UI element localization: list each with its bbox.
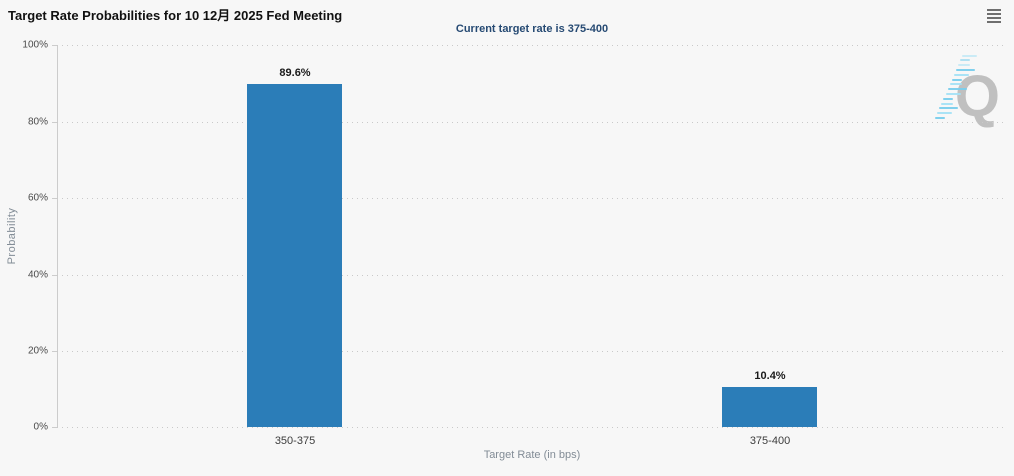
- watermark-dash: [935, 117, 945, 119]
- y-tick-mark: [52, 427, 57, 428]
- watermark-dash: [951, 78, 962, 81]
- bar-value-label: 89.6%: [279, 67, 311, 79]
- watermark-dash: [960, 59, 971, 62]
- y-tick-mark: [52, 198, 57, 199]
- watermark-dash: [941, 102, 954, 105]
- bar-350-375[interactable]: [247, 84, 342, 427]
- y-tick-mark: [52, 122, 57, 123]
- x-tick-label: 375-400: [749, 435, 791, 447]
- watermark-dash: [953, 73, 969, 76]
- watermark-dash: [937, 112, 953, 115]
- chart-title: Target Rate Probabilities for 10 12月 202…: [8, 8, 343, 23]
- y-tick-label: 60%: [27, 192, 48, 204]
- watermark-dash: [962, 54, 978, 57]
- watermark-dash: [949, 83, 962, 86]
- gridline-0%: [57, 427, 1007, 428]
- bar-value-label: 10.4%: [754, 370, 786, 382]
- hamburger-menu-icon: [987, 9, 1001, 23]
- y-axis-title: Probability: [6, 207, 18, 265]
- gridline-20%: [57, 351, 1007, 352]
- watermark-dash: [947, 88, 967, 91]
- x-axis-title: Target Rate (in bps): [483, 449, 581, 461]
- y-tick-label: 100%: [22, 39, 48, 51]
- chart-context-menu-button[interactable]: [984, 6, 1004, 26]
- gridline-80%: [57, 122, 1007, 123]
- gridline-40%: [57, 275, 1007, 276]
- x-tick-label: 350-375: [274, 435, 316, 447]
- y-tick-mark: [52, 351, 57, 352]
- y-tick-label: 80%: [27, 116, 48, 128]
- plot-area: Q 0% 20% 40% 60% 80% 100% 89.6% 350-375 10.4% 375…: [22, 40, 1007, 447]
- y-axis-line: [57, 45, 58, 428]
- watermark-dash: [943, 97, 954, 100]
- bar-375-400[interactable]: [722, 387, 817, 427]
- y-tick-mark: [52, 275, 57, 276]
- q-logo-letter: Q: [954, 64, 1000, 129]
- watermark-dash: [958, 64, 971, 67]
- watermark-dash: [956, 69, 975, 71]
- q-logo-watermark: Q: [934, 46, 1002, 126]
- y-tick-mark: [52, 45, 57, 46]
- gridline-60%: [57, 198, 1007, 199]
- watermark-dash: [939, 107, 959, 110]
- watermark-dash: [945, 93, 961, 95]
- gridline-100%: [57, 45, 1007, 46]
- y-tick-label: 0%: [33, 421, 48, 433]
- y-tick-label: 40%: [27, 269, 48, 281]
- y-tick-label: 20%: [27, 345, 48, 357]
- chart-subtitle: Current target rate is 375-400: [455, 23, 609, 35]
